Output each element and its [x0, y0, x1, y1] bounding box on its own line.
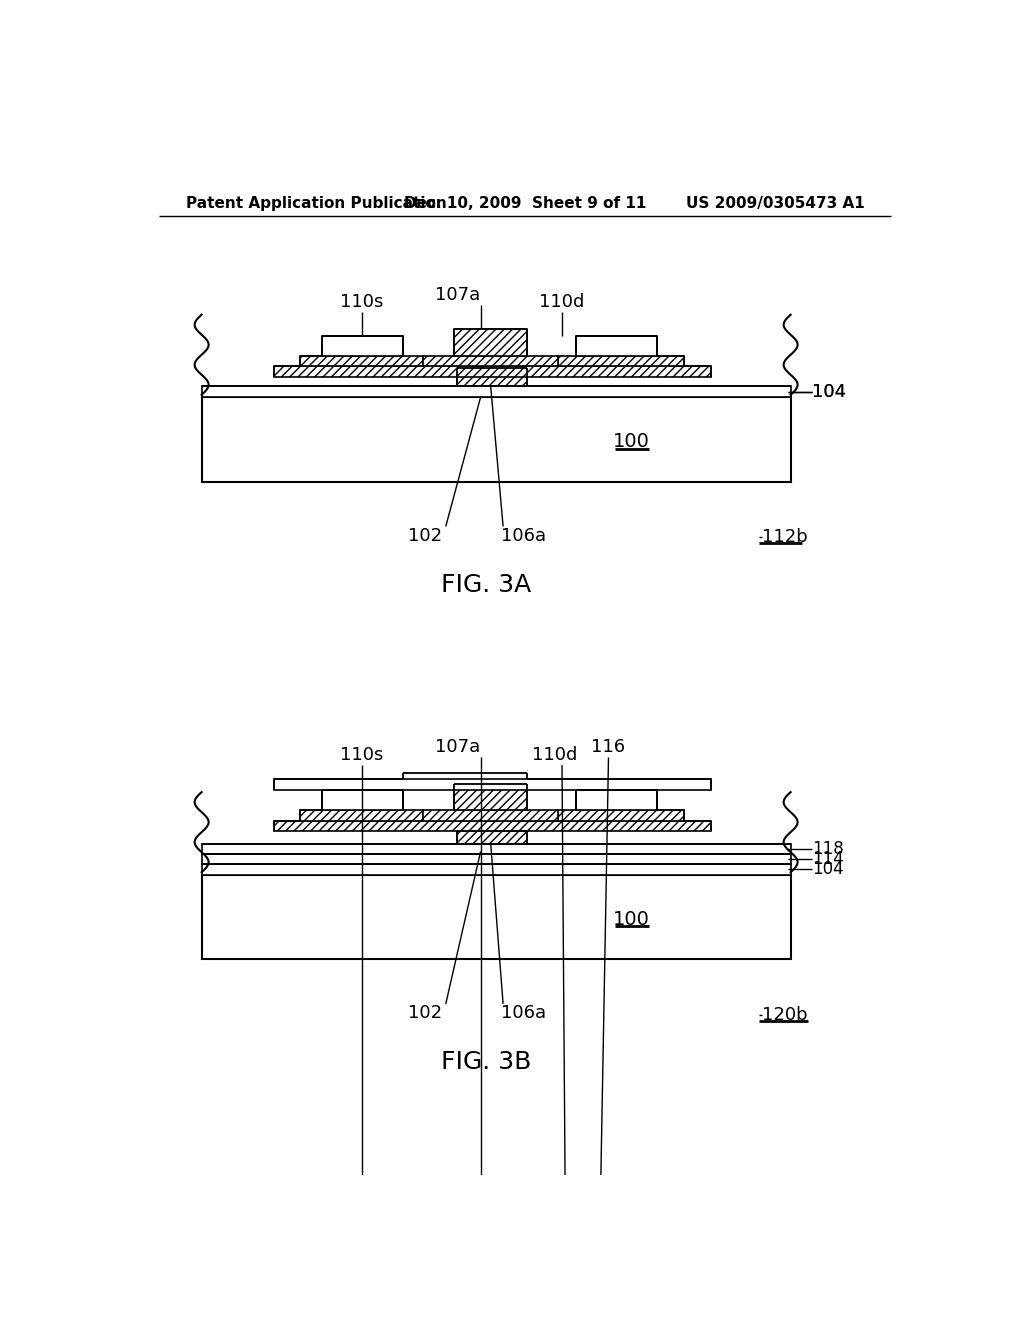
Text: Patent Application Publication: Patent Application Publication	[186, 195, 446, 211]
Bar	[454, 330, 527, 355]
Text: 100: 100	[613, 432, 650, 451]
Bar	[454, 784, 527, 810]
Text: 107a: 107a	[435, 738, 480, 756]
Bar	[558, 355, 684, 367]
Text: 118: 118	[812, 840, 844, 858]
Bar	[202, 854, 791, 863]
Bar	[322, 335, 403, 355]
Bar	[558, 810, 684, 821]
Bar	[423, 810, 558, 821]
Bar	[300, 810, 423, 821]
Text: 116: 116	[592, 738, 626, 756]
Text: 120b: 120b	[762, 1006, 808, 1023]
Text: 102: 102	[408, 527, 442, 545]
Text: 104: 104	[812, 383, 847, 401]
Text: FIG. 3B: FIG. 3B	[441, 1051, 531, 1074]
Text: FIG. 3A: FIG. 3A	[441, 573, 531, 597]
Bar	[575, 789, 657, 810]
Text: Dec. 10, 2009  Sheet 9 of 11: Dec. 10, 2009 Sheet 9 of 11	[403, 195, 646, 211]
Bar	[575, 335, 657, 355]
Text: 102: 102	[408, 1005, 442, 1022]
Bar	[202, 387, 791, 397]
Bar	[457, 832, 527, 843]
Bar	[202, 397, 791, 482]
Text: 100: 100	[613, 909, 650, 929]
Bar	[273, 367, 711, 378]
Text: 110s: 110s	[340, 746, 384, 764]
Text: 110d: 110d	[531, 746, 577, 764]
Text: 104: 104	[812, 861, 844, 878]
Text: 107a: 107a	[435, 285, 480, 304]
Text: 106a: 106a	[501, 527, 546, 545]
Text: 114: 114	[812, 850, 844, 869]
Text: 110d: 110d	[540, 293, 585, 312]
Text: 112b: 112b	[762, 528, 808, 546]
Bar	[457, 368, 527, 387]
Bar	[300, 355, 423, 367]
Bar	[202, 875, 791, 960]
Text: US 2009/0305473 A1: US 2009/0305473 A1	[685, 195, 864, 211]
Text: 104: 104	[812, 383, 847, 401]
Text: 106a: 106a	[501, 1005, 546, 1022]
Bar	[423, 355, 558, 367]
Bar	[202, 863, 791, 875]
Bar	[202, 843, 791, 854]
Bar	[322, 789, 403, 810]
Bar	[273, 821, 711, 832]
Text: 110s: 110s	[340, 293, 384, 312]
Bar	[273, 779, 711, 789]
